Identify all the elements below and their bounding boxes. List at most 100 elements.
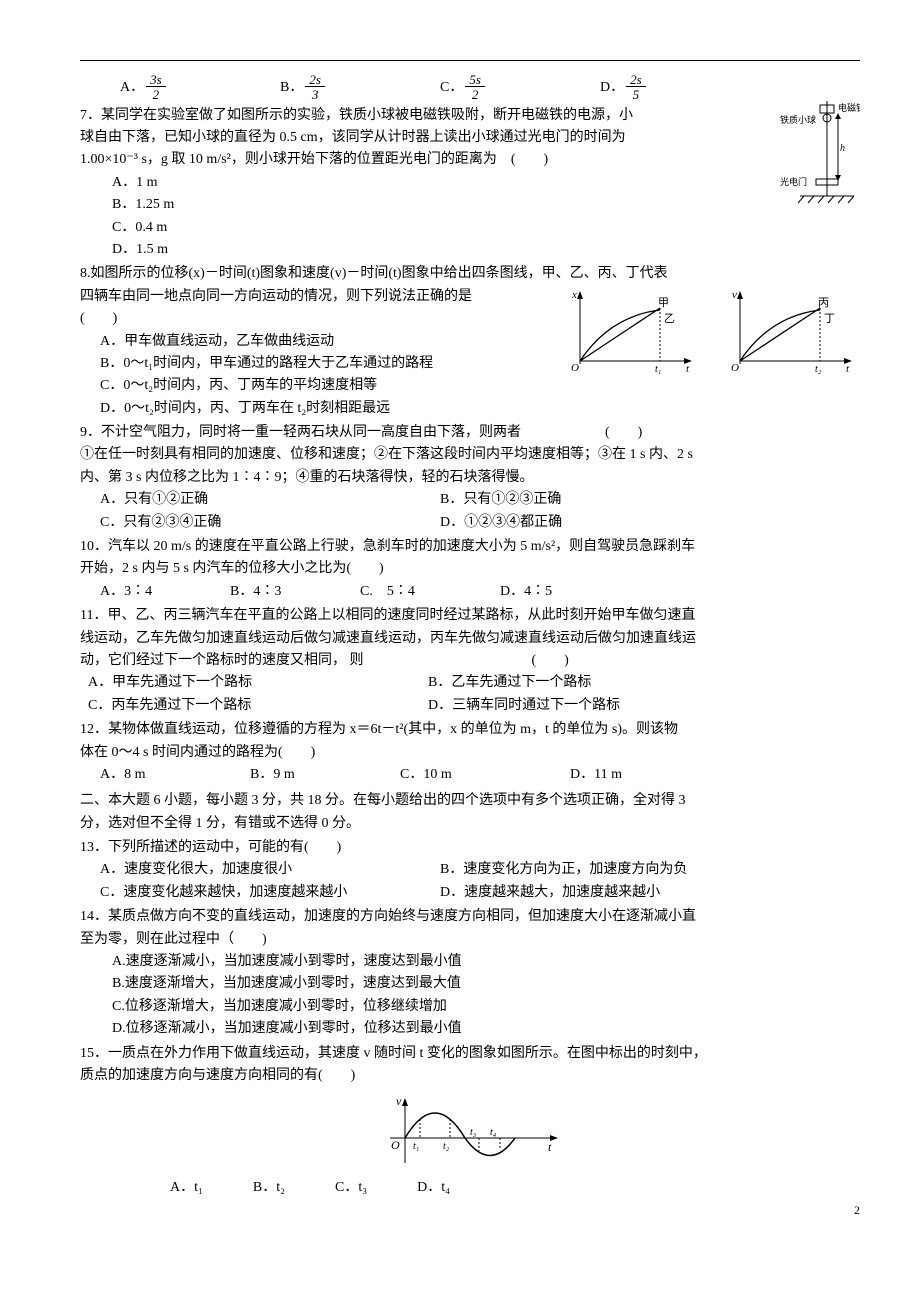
q15-opt-b: B．t₂ xyxy=(253,1177,285,1199)
fraction: 3s 2 xyxy=(146,73,166,103)
page-number: 2 xyxy=(854,1201,860,1220)
q13-options: A．速度变化很大，加速度很小 B．速度变化方向为正，加速度方向为负 C．速度变化… xyxy=(100,859,860,904)
q9-opt-d: D．①②③④都正确 xyxy=(440,512,780,534)
q11-line1: 11．甲、乙、丙三辆汽车在平直的公路上以相同的速度同时经过某路标，从此时刻开始甲… xyxy=(80,605,860,627)
svg-text:t₁: t₁ xyxy=(655,364,661,375)
q8-opt-d: D．0～t₂时间内，丙、丁两车在 t₂时刻相距最远 xyxy=(100,398,860,420)
q11-opt-d: D．三辆车同时通过下一个路标 xyxy=(428,695,768,717)
svg-text:丙: 丙 xyxy=(818,297,829,309)
q6-opt-b: B． 2s 3 xyxy=(280,73,440,103)
q15-diagram: v O t t₁ t₂ t₃ t₄ xyxy=(370,1093,570,1173)
q8: 8.如图所示的位移(x)－时间(t)图象和速度(v)－时间(t)图象中给出四条图… xyxy=(80,263,860,420)
q11-opt-c: C．丙车先通过下一个路标 xyxy=(88,695,428,717)
q7: 电磁铁 铁质小球 h 光电门 7．某同学在实验室做 xyxy=(80,105,860,262)
q11-line3: 动，它们经过下一个路标时的速度又相同， 则 ( ) xyxy=(80,650,860,672)
q7-opt-a: A．1 m xyxy=(112,172,860,194)
q8-diagram: x t O 甲 乙 t₁ v t xyxy=(560,286,860,376)
q14: 14．某质点做方向不变的直线运动，加速度的方向始终与速度方向相同，但加速度大小在… xyxy=(80,906,860,1040)
q11-opt-b: B．乙车先通过下一个路标 xyxy=(428,672,768,694)
svg-text:t₃: t₃ xyxy=(470,1127,477,1138)
svg-text:t₂: t₂ xyxy=(815,364,822,375)
q12-line1: 12．某物体做直线运动，位移遵循的方程为 x＝6t－t²(其中，x 的单位为 m… xyxy=(80,719,860,741)
q7-line2: 球自由下落，已知小球的直径为 0.5 cm，该同学从计时器上读出小球通过光电门的… xyxy=(80,127,860,149)
q8-opt-c: C．0～t₂时间内，丙、丁两车的平均速度相等 xyxy=(100,375,860,397)
q12-line2: 体在 0～4 s 时间内通过的路程为( ) xyxy=(80,742,860,764)
svg-text:O: O xyxy=(391,1138,400,1152)
q7-opt-d: D．1.5 m xyxy=(112,239,860,261)
opt-label: C． xyxy=(440,77,463,99)
q9-line1: 9．不计空气阻力，同时将一重一轻两石块从同一高度自由下落，则两者 ( ) xyxy=(80,422,860,444)
q10-line2: 开始，2 s 内与 5 s 内汽车的位移大小之比为( ) xyxy=(80,558,860,580)
svg-text:v: v xyxy=(396,1094,402,1108)
q7-line3: 1.00×10⁻³ s，g 取 10 m/s²，则小球开始下落的位置距光电门的距… xyxy=(80,149,860,171)
q14-opt-d: D.位移逐渐减小，当加速度减小到零时，位移达到最小值 xyxy=(112,1018,860,1040)
q15-opt-d: D．t₄ xyxy=(417,1177,450,1199)
svg-text:t: t xyxy=(686,363,690,375)
q6-opt-a: A． 3s 2 xyxy=(120,73,280,103)
q12-opt-d: D．11 m xyxy=(570,764,622,786)
q8-line1: 8.如图所示的位移(x)－时间(t)图象和速度(v)－时间(t)图象中给出四条图… xyxy=(80,263,860,285)
q11-opt-a: A．甲车先通过下一个路标 xyxy=(88,672,428,694)
q10-opt-a: A．3∶4 xyxy=(100,581,230,603)
q7-line1: 7．某同学在实验室做了如图所示的实验，铁质小球被电磁铁吸附，断开电磁铁的电源，小 xyxy=(80,105,860,127)
q9-options: A．只有①②正确 B．只有①②③正确 C．只有②③④正确 D．①②③④都正确 xyxy=(100,489,860,534)
q9-opt-c: C．只有②③④正确 xyxy=(100,512,440,534)
svg-text:丁: 丁 xyxy=(824,313,835,325)
q15: 15．一质点在外力作用下做直线运动，其速度 v 随时间 t 变化的图象如图所示。… xyxy=(80,1043,860,1200)
q12-opt-b: B．9 m xyxy=(250,764,400,786)
opt-label: B． xyxy=(280,77,303,99)
document-page: A． 3s 2 B． 2s 3 C． 5s 2 D． 2s 5 xyxy=(0,0,920,1240)
opt-label: A． xyxy=(120,77,144,99)
label-ball: 铁质小球 xyxy=(780,114,816,125)
q10: 10．汽车以 20 m/s 的速度在平直公路上行驶，急刹车时的加速度大小为 5 … xyxy=(80,536,860,603)
svg-text:甲: 甲 xyxy=(658,297,669,309)
q6-opt-d: D． 2s 5 xyxy=(600,73,760,103)
q14-opt-b: B.速度逐渐增大，当加速度减小到零时，速度达到最大值 xyxy=(112,973,860,995)
svg-text:乙: 乙 xyxy=(664,312,675,325)
q9-line2: ①在任一时刻具有相同的加速度、位移和速度；②在下落这段时间内平均速度相等；③在 … xyxy=(80,444,860,466)
q6-opt-c: C． 5s 2 xyxy=(440,73,600,103)
svg-text:t₁: t₁ xyxy=(413,1141,419,1152)
label-h: h xyxy=(840,143,845,154)
q13: 13．下列所描述的运动中，可能的有( ) A．速度变化很大，加速度很小 B．速度… xyxy=(80,837,860,904)
q15-options: A．t₁ B．t₂ C．t₃ D．t₄ xyxy=(170,1177,860,1199)
q6-options: A． 3s 2 B． 2s 3 C． 5s 2 D． 2s 5 xyxy=(120,73,860,103)
q13-opt-b: B．速度变化方向为正，加速度方向为负 xyxy=(440,859,780,881)
q10-options: A．3∶4 B．4∶3 C. 5∶4 D．4∶5 xyxy=(100,581,860,603)
q15-opt-a: A．t₁ xyxy=(170,1177,203,1199)
svg-text:x: x xyxy=(571,289,577,301)
q13-opt-d: D．速度越来越大，加速度越来越小 xyxy=(440,882,780,904)
q13-opt-a: A．速度变化很大，加速度很小 xyxy=(100,859,440,881)
svg-text:t: t xyxy=(548,1140,552,1154)
q14-opt-a: A.速度逐渐减小，当加速度减小到零时，速度达到最小值 xyxy=(112,951,860,973)
section2-line1: 二、本大题 6 小题，每小题 3 分，共 18 分。在每小题给出的四个选项中有多… xyxy=(80,790,860,812)
q12: 12．某物体做直线运动，位移遵循的方程为 x＝6t－t²(其中，x 的单位为 m… xyxy=(80,719,860,786)
svg-text:t₂: t₂ xyxy=(443,1141,450,1152)
svg-text:O: O xyxy=(731,362,739,374)
q7-diagram: 电磁铁 铁质小球 h 光电门 xyxy=(780,101,860,211)
header-rule xyxy=(80,60,860,61)
q14-opt-c: C.位移逐渐增大，当加速度减小到零时，位移继续增加 xyxy=(112,996,860,1018)
q11-line2: 线运动，乙车先做匀加速直线运动后做匀减速直线运动，丙车先做匀减速直线运动后做匀加… xyxy=(80,628,860,650)
fraction: 2s 5 xyxy=(626,73,646,103)
q7-opt-c: C．0.4 m xyxy=(112,217,860,239)
svg-text:t: t xyxy=(846,363,850,375)
q13-opt-c: C．速度变化越来越快，加速度越来越小 xyxy=(100,882,440,904)
label-magnet: 电磁铁 xyxy=(838,102,860,113)
section2-line2: 分，选对但不全得 1 分，有错或不选得 0 分。 xyxy=(80,813,860,835)
q15-opt-c: C．t₃ xyxy=(335,1177,367,1199)
opt-label: D． xyxy=(600,77,624,99)
q14-line1: 14．某质点做方向不变的直线运动，加速度的方向始终与速度方向相同，但加速度大小在… xyxy=(80,906,860,928)
q10-opt-c: C. 5∶4 xyxy=(360,581,500,603)
q10-opt-b: B．4∶3 xyxy=(230,581,360,603)
q14-line2: 至为零，则在此过程中（ ) xyxy=(80,929,860,951)
q13-line1: 13．下列所描述的运动中，可能的有( ) xyxy=(80,837,860,859)
q12-opt-a: A．8 m xyxy=(100,764,250,786)
q11: 11．甲、乙、丙三辆汽车在平直的公路上以相同的速度同时经过某路标，从此时刻开始甲… xyxy=(80,605,860,717)
q15-line1: 15．一质点在外力作用下做直线运动，其速度 v 随时间 t 变化的图象如图所示。… xyxy=(80,1043,860,1065)
q12-opt-c: C．10 m xyxy=(400,764,570,786)
svg-text:t₄: t₄ xyxy=(490,1127,497,1138)
q9-opt-a: A．只有①②正确 xyxy=(100,489,440,511)
q10-line1: 10．汽车以 20 m/s 的速度在平直公路上行驶，急刹车时的加速度大小为 5 … xyxy=(80,536,860,558)
q9-line3: 内、第 3 s 内位移之比为 1∶4∶9；④重的石块落得快，轻的石块落得慢。 xyxy=(80,467,860,489)
